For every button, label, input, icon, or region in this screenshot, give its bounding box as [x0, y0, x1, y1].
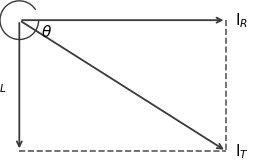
- Text: I$_L$: I$_L$: [0, 76, 7, 95]
- Text: $\theta$: $\theta$: [41, 24, 52, 40]
- Text: I$_R$: I$_R$: [235, 11, 248, 30]
- Text: I$_T$: I$_T$: [235, 142, 248, 161]
